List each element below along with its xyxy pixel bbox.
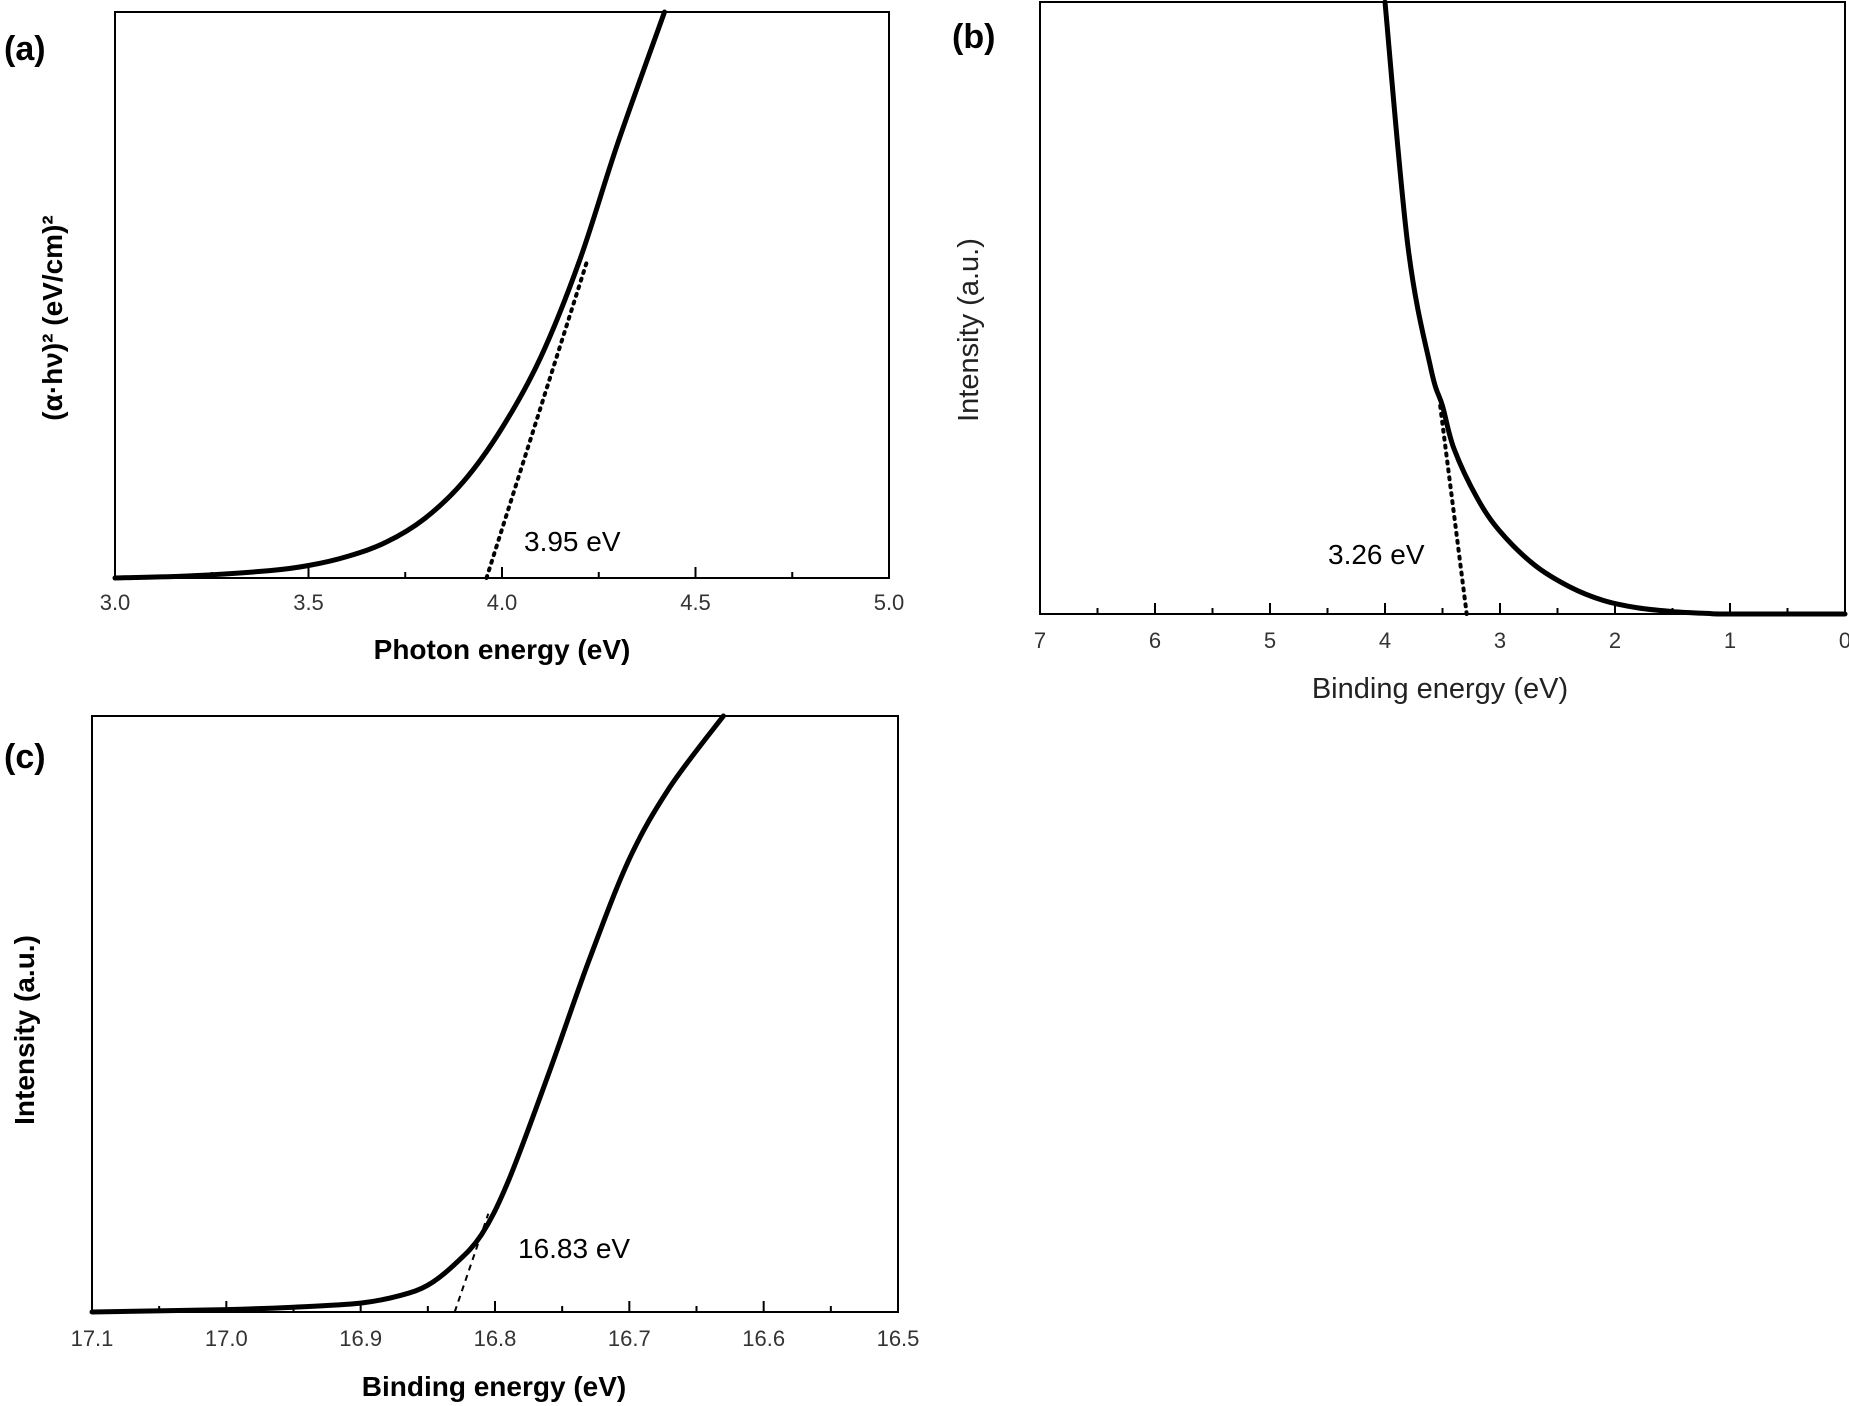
panel-b-frame: [1039, 1, 1846, 615]
panel-a-series-line: [112, 9, 667, 581]
x-tick-label: 16.7: [608, 1326, 651, 1351]
x-tick-label: 3.0: [100, 590, 131, 615]
panel-c-y-axis-label: Intensity (a.u.): [9, 935, 40, 1125]
panel-a: (a) 3.0 3.5 4.0 4.5 5.0 3.95 eV Photon energ…: [4, 9, 905, 665]
x-tick-label: 17.1: [71, 1326, 114, 1351]
panel-b-annotation: 3.26 eV: [1328, 539, 1425, 570]
x-tick-label: 4.0: [487, 590, 518, 615]
x-tick-label: 0: [1839, 628, 1849, 653]
panel-b: (b) 7 6 5 4 3 2 1 0 3.26 eV Binding energy (eV)…: [952, 0, 1849, 705]
x-tick-label: 1: [1724, 628, 1736, 653]
panel-a-label: (a): [4, 30, 46, 68]
x-tick-label: 7: [1034, 628, 1046, 653]
panel-c-label: (c): [4, 738, 46, 776]
panel-b-series-line: [1382, 0, 1848, 617]
x-tick-label: 5.0: [874, 590, 905, 615]
panel-a-annotation: 3.95 eV: [524, 526, 621, 557]
panel-a-fit-line: [484, 259, 590, 580]
x-tick-label: 2: [1609, 628, 1621, 653]
x-tick-label: 4: [1379, 628, 1391, 653]
x-tick-label: 16.8: [474, 1326, 517, 1351]
panel-c-series-line: [89, 713, 726, 1315]
panel-c-x-axis-label: Binding energy (eV): [362, 1371, 626, 1402]
panel-b-x-tick-labels: 7 6 5 4 3 2 1 0: [1034, 628, 1849, 653]
x-tick-label: 16.9: [339, 1326, 382, 1351]
panel-b-fit-line: [1438, 403, 1469, 616]
x-tick-label: 3.5: [293, 590, 324, 615]
panel-a-y-axis-label: (α·hν)² (eV/cm)²: [37, 215, 68, 420]
panel-a-x-axis-label: Photon energy (eV): [374, 634, 631, 665]
panel-b-x-axis-label: Binding energy (eV): [1312, 673, 1568, 705]
panel-c: (c) 17.1 17.0 16.9 16.8 16.7 16.6 16.5 16.83 e…: [4, 713, 920, 1402]
x-tick-label: 3: [1494, 628, 1506, 653]
panel-c-x-tick-labels: 17.1 17.0 16.9 16.8 16.7 16.6 16.5: [71, 1326, 920, 1351]
panel-b-y-axis-label: Intensity (a.u.): [953, 238, 985, 422]
x-tick-label: 4.5: [680, 590, 711, 615]
panel-a-x-tick-labels: 3.0 3.5 4.0 4.5 5.0: [100, 590, 905, 615]
panel-c-frame: [91, 715, 899, 1313]
x-tick-label: 6: [1149, 628, 1161, 653]
x-tick-label: 16.6: [742, 1326, 785, 1351]
x-tick-label: 17.0: [205, 1326, 248, 1351]
panel-c-annotation: 16.83 eV: [518, 1233, 630, 1264]
x-tick-label: 16.5: [877, 1326, 920, 1351]
panel-b-label: (b): [952, 18, 995, 56]
panel-a-frame: [114, 11, 890, 579]
x-tick-label: 5: [1264, 628, 1276, 653]
